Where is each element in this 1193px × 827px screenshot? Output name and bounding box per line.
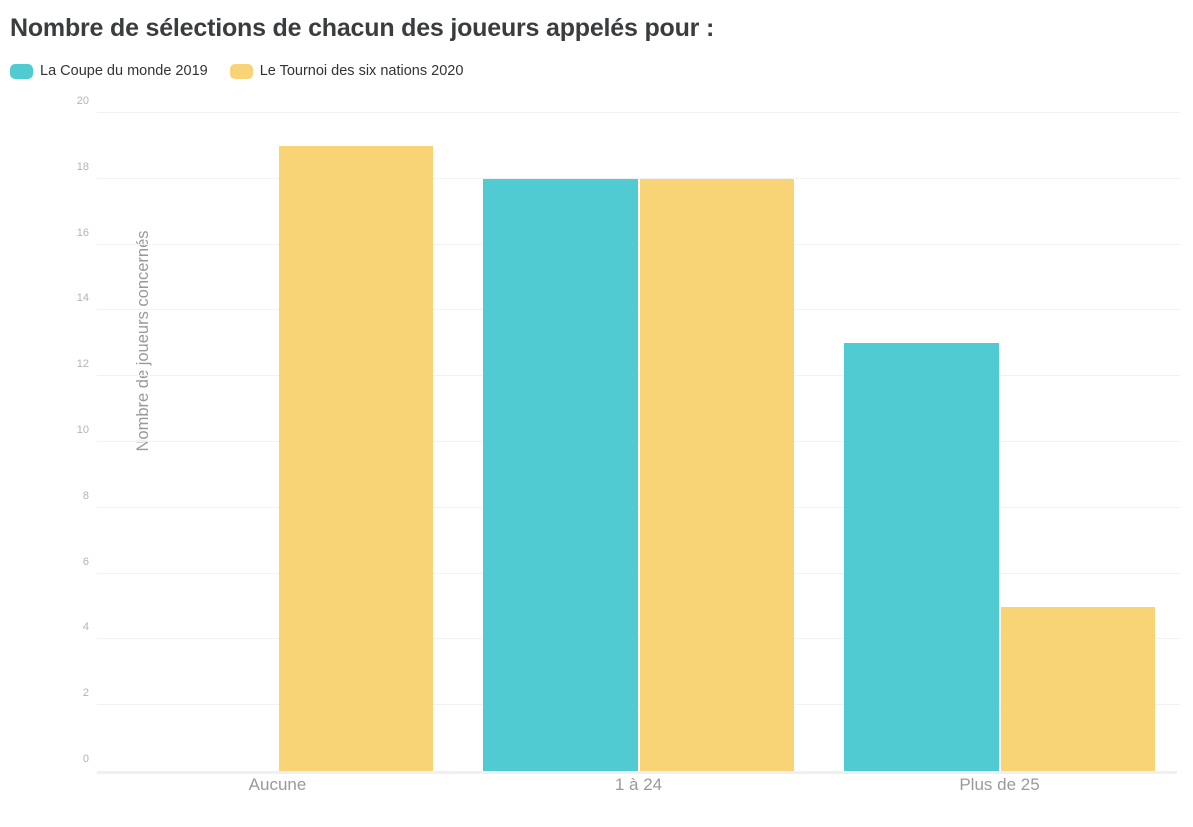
bar-groups	[97, 113, 1180, 771]
legend: La Coupe du monde 2019 Le Tournoi des six…	[10, 63, 463, 79]
bar-la-coupe-du-monde-2019-plus-de-25[interactable]	[843, 343, 999, 771]
legend-item-la-coupe-du-monde-2019[interactable]: La Coupe du monde 2019	[10, 63, 208, 79]
legend-label: La Coupe du monde 2019	[40, 63, 208, 79]
y-tick-label-18: 18	[76, 160, 89, 173]
gridline-y-18	[97, 177, 1180, 179]
y-tick-label-2: 2	[82, 687, 89, 700]
y-tick-label-6: 6	[82, 555, 89, 568]
gridline-y-8	[97, 506, 1180, 508]
bar-group-1-a-24	[458, 113, 819, 771]
bar-le-tournoi-des-six-nations-2020-1-a-24[interactable]	[639, 178, 795, 771]
bar-la-coupe-du-monde-2019-1-a-24[interactable]	[482, 178, 638, 771]
gridline-y-4	[97, 638, 1180, 640]
gridline-y-2	[97, 704, 1180, 706]
y-tick-label-4: 4	[82, 621, 89, 634]
legend-label: Le Tournoi des six nations 2020	[259, 63, 464, 79]
bar-group-plus-de-25	[819, 113, 1180, 771]
y-tick-label-8: 8	[82, 489, 89, 502]
gridline-y-12	[97, 375, 1180, 377]
x-axis-line	[97, 771, 1177, 774]
gridline-y-16	[97, 243, 1180, 245]
bar-group-aucune	[97, 113, 458, 771]
x-axis-label-aucune: Aucune	[248, 775, 307, 794]
gridline-y-14	[97, 309, 1180, 311]
plot-area: 0 2 4 6 8 10 12 14 16 18 20	[77, 95, 1180, 774]
legend-swatch-icon	[229, 63, 253, 79]
gridline-y-20	[97, 112, 1180, 113]
y-tick-label-12: 12	[76, 358, 89, 371]
y-tick-label-20: 20	[76, 95, 89, 107]
gridline-y-10	[97, 441, 1180, 442]
y-tick-label-10: 10	[76, 424, 89, 436]
x-axis-label-plus-de-25: Plus de 25	[959, 775, 1040, 794]
legend-swatch-icon	[10, 63, 33, 79]
chart-title: Nombre de sélections de chacun des joueu…	[10, 14, 715, 42]
y-tick-label-16: 16	[76, 226, 89, 239]
y-tick-label-14: 14	[76, 292, 89, 305]
bar-le-tournoi-des-six-nations-2020-plus-de-25[interactable]	[1000, 606, 1156, 771]
x-axis-label-1-a-24: 1 à 24	[614, 775, 663, 794]
x-axis-labels: Aucune 1 à 24 Plus de 25	[97, 775, 1180, 795]
gridline-y-6	[97, 572, 1180, 574]
y-tick-label-0: 0	[82, 753, 89, 765]
bar-le-tournoi-des-six-nations-2020-aucune[interactable]	[278, 145, 434, 771]
legend-item-le-tournoi-des-six-nations-2020[interactable]: Le Tournoi des six nations 2020	[229, 63, 464, 79]
